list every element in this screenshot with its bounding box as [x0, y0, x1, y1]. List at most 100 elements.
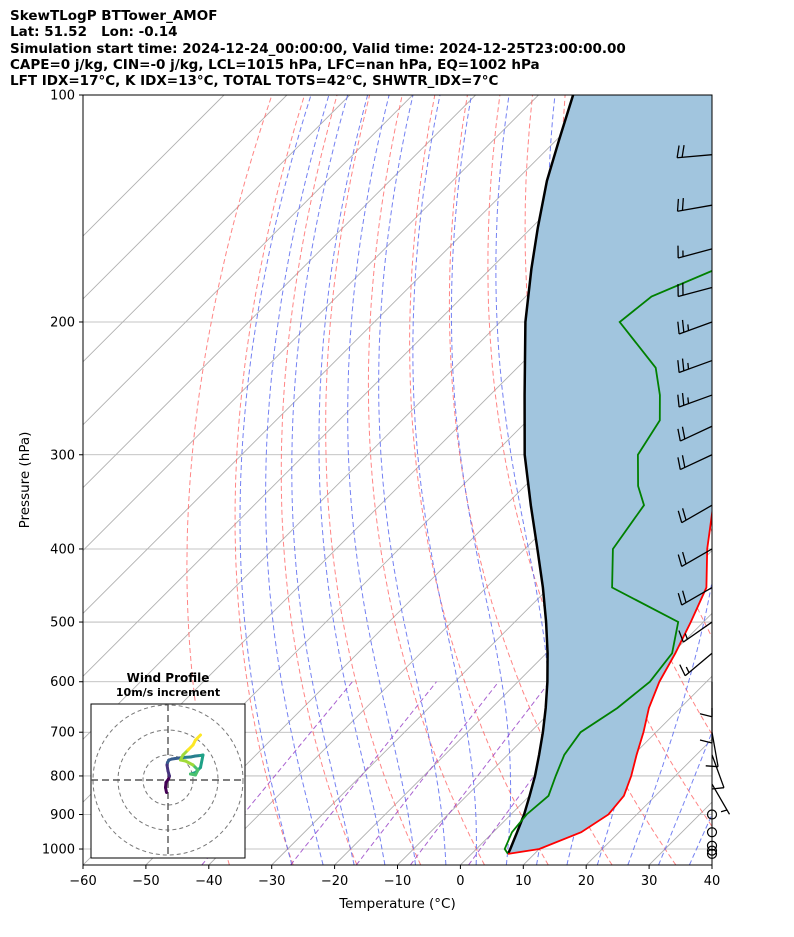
wind-barb-shaft — [681, 548, 713, 568]
wind-barb-flag — [677, 592, 683, 606]
wind-barb-half-flag — [687, 397, 690, 404]
dry-adiabat — [761, 95, 794, 865]
wind-barb-flag — [681, 358, 685, 371]
wind-barb-shaft — [678, 248, 713, 259]
wind-profile-title: Wind Profile — [127, 671, 210, 685]
isotherm-line — [334, 486, 712, 865]
isotherm-line — [83, 95, 476, 489]
wind-profile-segment — [194, 733, 202, 742]
isotherm-line — [83, 95, 225, 237]
isotherm-line — [83, 95, 288, 300]
wind-barb-flag — [711, 787, 725, 790]
isotherm-line — [83, 95, 539, 552]
x-tick-label: 0 — [456, 874, 464, 889]
moist-adiabat — [347, 95, 416, 865]
y-tick-label: 100 — [50, 89, 75, 104]
wind-barb-shaft — [678, 286, 713, 298]
mixing-ratio-line — [409, 681, 550, 865]
moist-adiabat — [318, 95, 386, 865]
wind-barb-shaft — [678, 394, 713, 408]
wind-barb-flag — [677, 321, 680, 335]
isotherm-line — [83, 95, 602, 615]
x-tick-label: 20 — [578, 874, 595, 889]
mixing-ratio-line — [201, 681, 353, 865]
temperature-line — [507, 507, 712, 855]
x-tick-label: −60 — [69, 874, 96, 889]
dry-adiabat — [409, 95, 549, 865]
moist-adiabat — [627, 95, 712, 865]
dry-adiabat — [186, 95, 273, 865]
y-tick-label: 200 — [50, 315, 75, 330]
x-tick-label: −40 — [195, 874, 222, 889]
x-tick-label: 10 — [515, 874, 532, 889]
isotherm-line — [775, 95, 794, 865]
y-tick-label: 900 — [50, 808, 75, 823]
mixing-ratio-line — [355, 681, 499, 865]
chart-title: SkewTLogP BTTower_AMOF — [10, 8, 218, 24]
wind-barb-flag — [677, 554, 683, 567]
wind-barb-flag — [677, 428, 681, 442]
moist-adiabat — [450, 95, 512, 865]
indices-line: LFT IDX=17°C, K IDX=13°C, TOTAL TOTS=42°… — [10, 73, 499, 90]
y-tick-label: 700 — [50, 726, 75, 741]
wind-barb-flag — [677, 457, 681, 470]
x-tick-label: 30 — [641, 874, 658, 889]
x-tick-label: −50 — [132, 874, 159, 889]
moist-adiabat — [720, 95, 794, 865]
wind-barb-shaft — [680, 425, 713, 442]
wind-barb-flag — [681, 426, 686, 440]
wind-barb-shaft — [711, 732, 719, 767]
plot-area — [83, 95, 794, 865]
location-line: Lat: 51.52 Lon: -0.14 — [10, 24, 178, 41]
moist-adiabat — [378, 95, 447, 865]
x-tick-label: −20 — [321, 874, 348, 889]
dewpoint-line — [503, 269, 712, 855]
wind-barb-shaft — [682, 621, 713, 643]
cape-line: CAPE=0 j/kg, CIN=-0 j/kg, LCL=1015 hPa, … — [10, 56, 540, 73]
y-tick-label: 400 — [50, 542, 75, 557]
isotherm-line — [522, 675, 712, 865]
moist-adiabat — [291, 95, 355, 865]
wind-barb-half-flag — [684, 633, 689, 640]
wind-barb-flag — [676, 145, 680, 158]
x-axis-label: Temperature (°C) — [338, 896, 456, 912]
moist-adiabat — [658, 730, 712, 865]
wind-barb-shaft — [677, 204, 713, 212]
dry-adiabat — [325, 95, 422, 865]
wind-barb-shaft — [681, 504, 713, 524]
time-line: Simulation start time: 2024-12-24_00:00:… — [10, 40, 626, 57]
cape-cin-shading — [508, 95, 712, 854]
wind-barb-flag — [681, 508, 687, 521]
y-tick-label: 600 — [50, 675, 75, 690]
isotherm-line — [83, 95, 351, 363]
y-tick-label: 300 — [50, 448, 75, 463]
moist-adiabat — [239, 95, 312, 865]
y-tick-label: 500 — [50, 616, 75, 631]
x-tick-label: −30 — [258, 874, 285, 889]
dry-adiabat — [280, 95, 358, 865]
dry-adiabat — [448, 95, 613, 865]
wind-barb-shaft — [711, 754, 725, 788]
wind-profile-inset — [91, 704, 245, 858]
isotherm-line — [711, 864, 712, 865]
wind-barb-shaft — [684, 652, 713, 677]
wind-barb-shaft — [681, 586, 713, 606]
wind-barb-flag — [678, 630, 684, 643]
wind-barb-shaft — [680, 454, 713, 471]
wind-barb-flag — [677, 360, 680, 373]
dry-adiabat — [728, 95, 794, 865]
y-tick-label: 1000 — [42, 843, 75, 858]
wind-barb-flag — [681, 551, 687, 565]
y-axis-label: Pressure (hPa) — [17, 432, 33, 529]
dry-adiabat — [234, 95, 305, 865]
isotherm-line — [397, 549, 712, 865]
wind-barb-flag — [699, 713, 713, 718]
parcel-profile-line — [506, 95, 575, 855]
wind-barb-flag — [681, 392, 685, 406]
wind-profile-subtitle: 10m/s increment — [116, 686, 220, 699]
y-tick-label: 800 — [50, 769, 75, 784]
isotherm-line — [83, 95, 414, 426]
wind-barb-flag — [677, 394, 680, 408]
wind-barb-flag — [681, 590, 687, 603]
